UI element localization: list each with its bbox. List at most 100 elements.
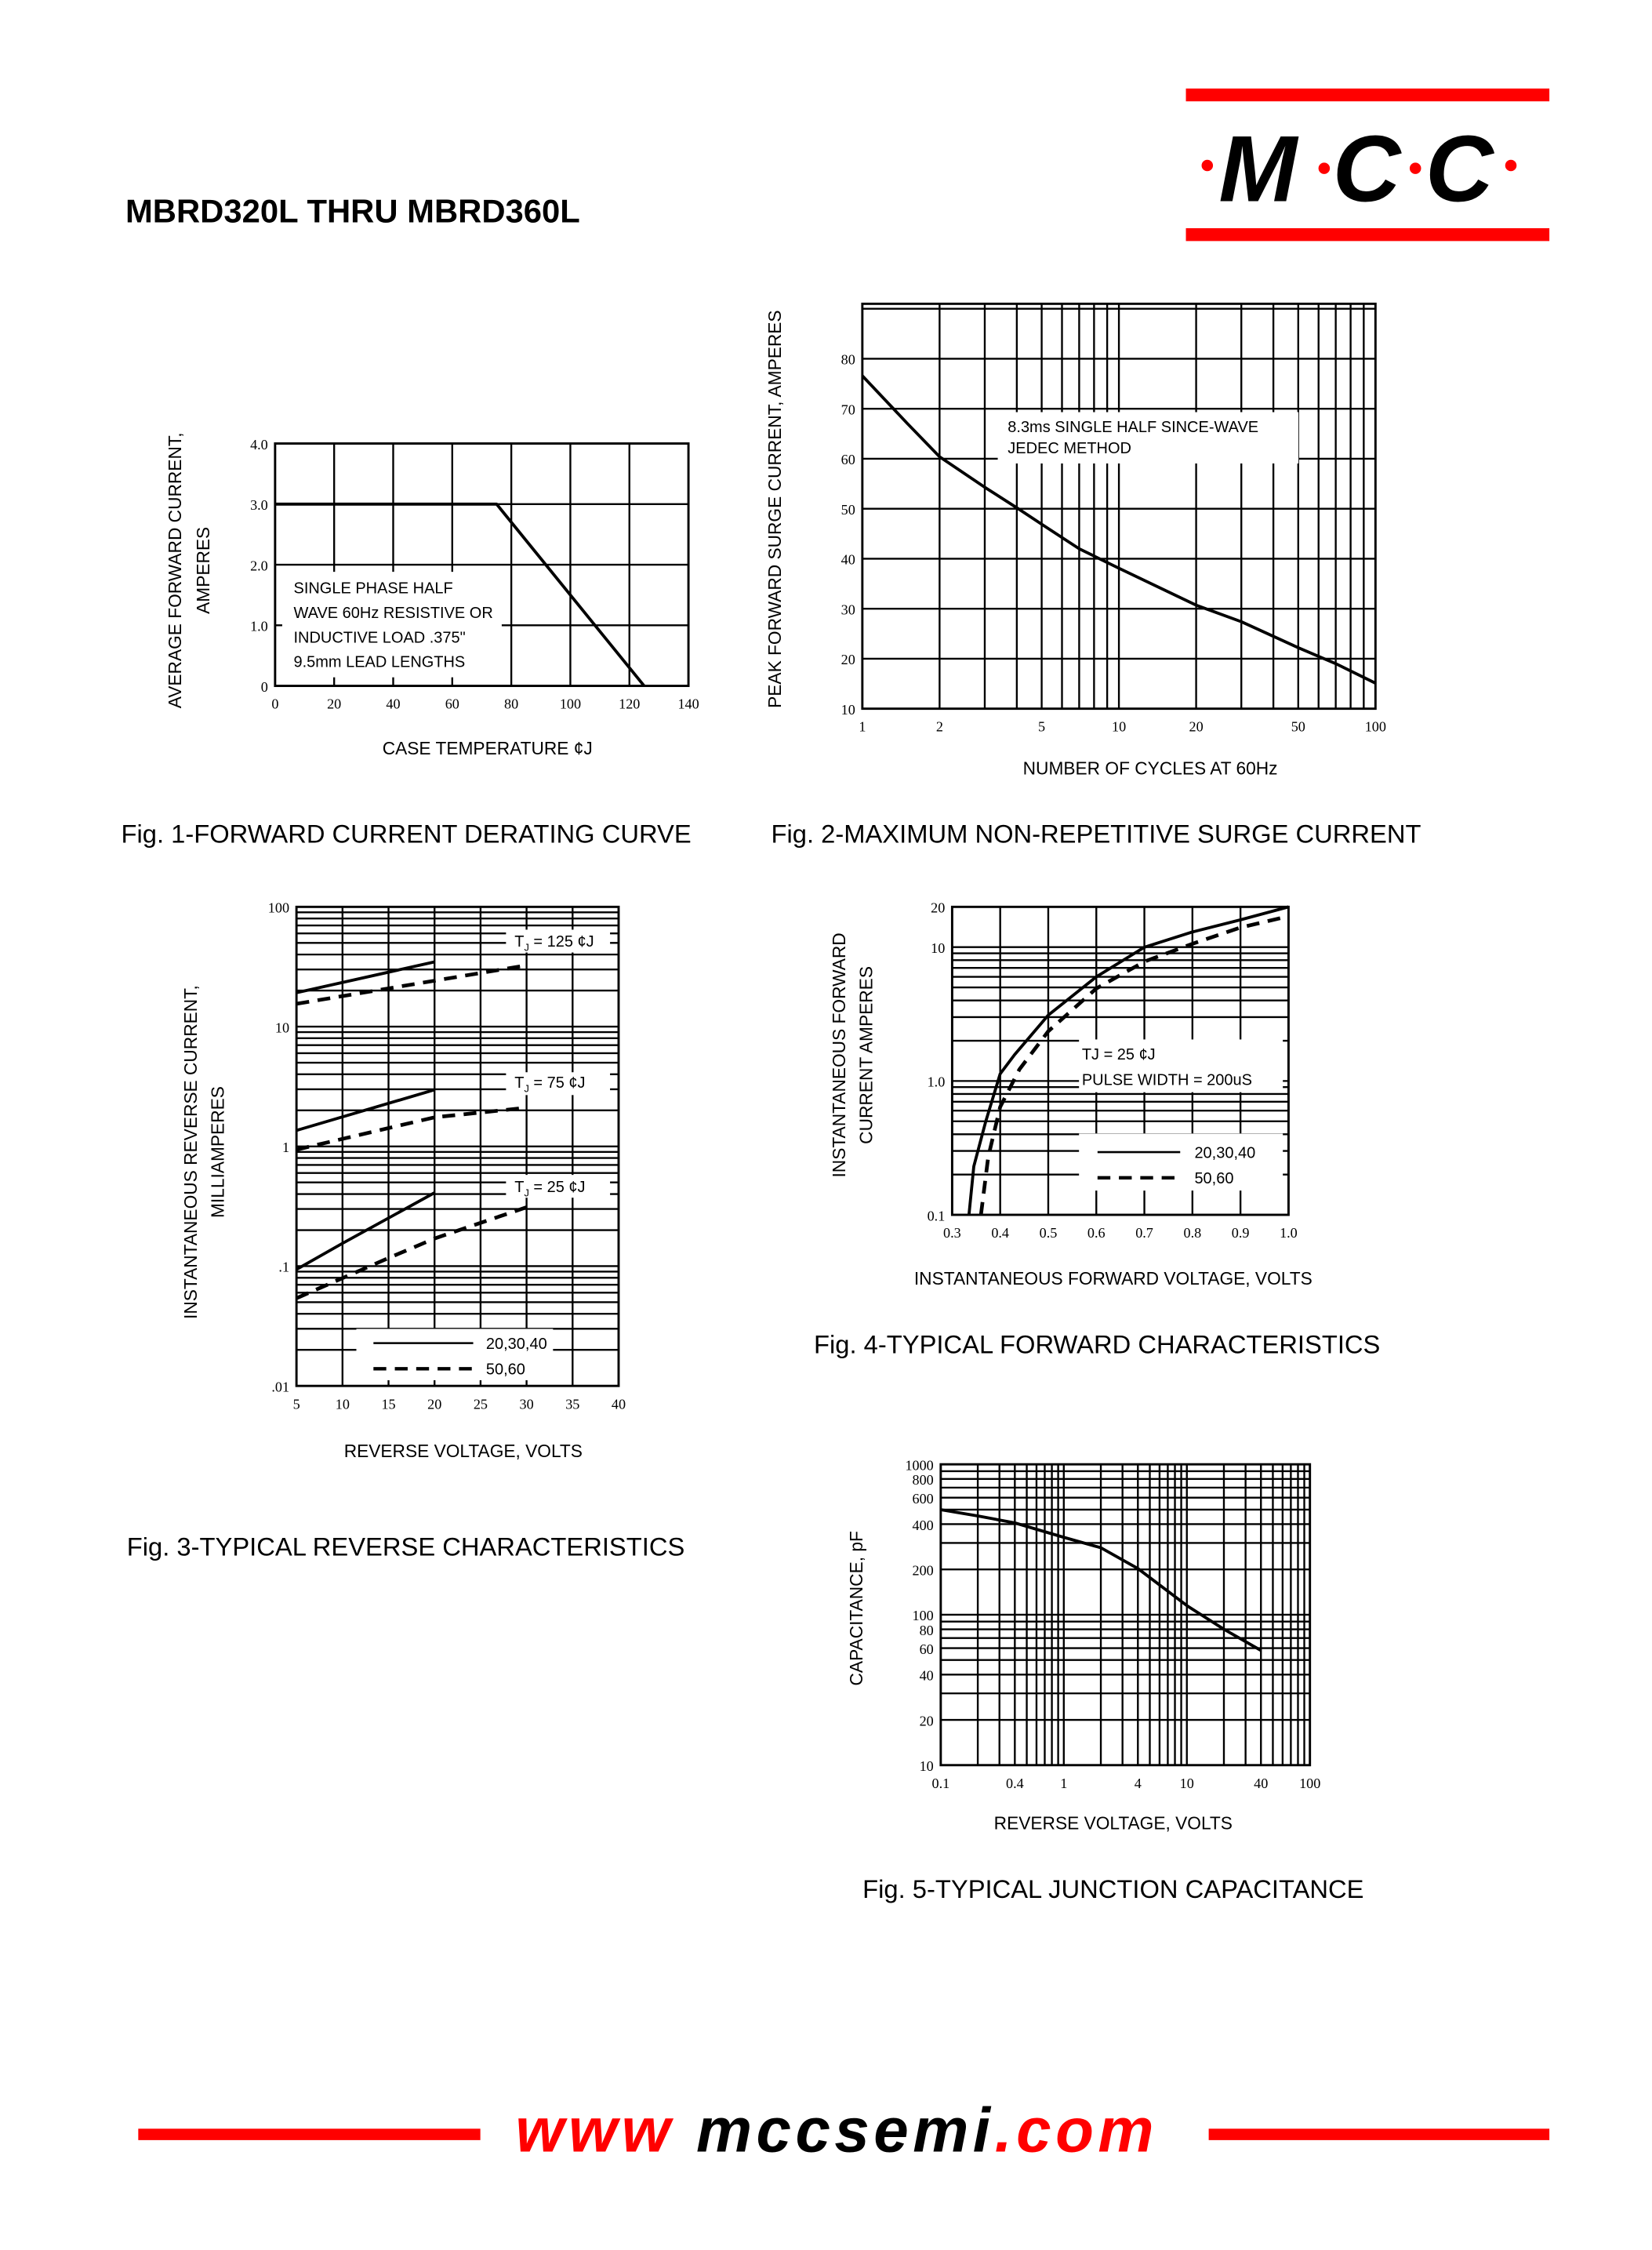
y-tick-label: 100 [268,900,289,916]
x-tick-label: 60 [445,696,459,712]
legend-box [356,1329,554,1380]
x-tick-label: 0.6 [1087,1225,1106,1241]
logo-bottom-bar [1185,228,1550,242]
y-axis-title: CURRENT AMPERES [856,966,877,1144]
x-tick-label: 35 [565,1396,579,1412]
logo-dot [1201,159,1214,172]
series-line-dashed [296,963,527,1006]
x-tick-label: 0.3 [943,1225,961,1241]
logo-letter-m: M [1218,116,1299,221]
figure-caption: Fig. 3-TYPICAL REVERSE CHARACTERISTICS [127,1532,684,1561]
x-tick-label: 100 [1299,1776,1320,1791]
x-tick-label: 120 [619,696,640,712]
annotation-text: WAVE 60Hz RESISTIVE OR [293,605,492,622]
series-line-solid [296,1191,436,1271]
x-tick-label: 80 [504,696,518,712]
legend-label: 50,60 [486,1361,525,1379]
x-tick-label: 20 [427,1396,441,1412]
gridlines [862,304,1376,709]
y-axis-title: CAPACITANCE, pF [846,1531,866,1685]
y-axis-title: AVERAGE FORWARD CURRENT, [165,432,185,708]
annotation-text: INDUCTIVE LOAD .375" [293,629,465,646]
annotation-box [997,412,1299,463]
x-axis-title: NUMBER OF CYCLES AT 60Hz [1023,758,1278,778]
series-line-solid [940,1508,1262,1652]
y-tick-label: 800 [913,1472,934,1488]
footer-website-link[interactable]: www mccsemi.com [515,2095,1158,2165]
y-tick-label: 3.0 [250,497,268,513]
mcc-logo: M C C [1185,88,1550,242]
y-tick-label: 30 [841,602,855,617]
y-tick-label: 40 [841,552,855,568]
series-line-solid [296,1088,435,1132]
x-tick-label: 40 [1254,1776,1268,1791]
logo-dot [1318,162,1331,174]
annotation-text: SINGLE PHASE HALF [293,580,452,597]
y-tick-label: .01 [271,1379,289,1394]
x-tick-label: 50 [1291,719,1305,735]
figure-caption: Fig. 2-MAXIMUM NON-REPETITIVE SURGE CURR… [772,820,1421,849]
logo-dot [1409,162,1421,174]
y-tick-label: 4.0 [250,437,268,453]
y-tick-label: 1.0 [250,619,268,634]
figure-caption: Fig. 5-TYPICAL JUNCTION CAPACITANCE [862,1874,1363,1903]
footer-right-bar [1208,2128,1550,2140]
footer-left-bar [138,2128,481,2140]
temperature-label-box [506,1072,611,1096]
temperature-label: TJ = 25 ¢J [514,1179,585,1198]
x-tick-label: 4 [1135,1776,1142,1791]
x-tick-label: 0.9 [1232,1225,1250,1241]
y-tick-label: 10 [931,940,945,956]
x-tick-label: 10 [1112,719,1126,735]
y-tick-label: 100 [913,1608,934,1623]
x-tick-label: 10 [1180,1776,1194,1791]
x-tick-label: 40 [386,696,400,712]
x-tick-label: 20 [1189,719,1204,735]
legend-label: 20,30,40 [1194,1144,1255,1161]
legend-label: 50,60 [1194,1170,1233,1187]
y-tick-label: .1 [278,1259,289,1275]
temp-value: = 25 ¢J [529,1179,586,1196]
y-tick-label: 0.1 [928,1208,946,1223]
temperature-label: TJ = 125 ¢J [514,933,594,953]
series-line-solid [967,905,1289,1216]
y-tick-label: 70 [841,402,855,417]
y-tick-label: 20 [841,652,855,667]
y-tick-label: 0 [261,679,268,695]
y-axis-title: INSTANTANEOUS REVERSE CURRENT, [180,985,201,1319]
temp-subscript: J [524,1083,528,1095]
figure-4: 0.3 0.4 0.5 0.6 0.7 0.8 0.9 1.0 0.1 1.0 10 20 TJ = 2… [814,900,1380,1359]
y-tick-label: 20 [920,1713,934,1728]
temp-value: = 125 ¢J [529,933,594,951]
temp-subscript: J [524,942,528,954]
x-axis-title: CASE TEMPERATURE ¢J [383,738,593,758]
y-tick-label: 80 [841,352,855,368]
y-axis-title: PEAK FORWARD SURGE CURRENT, AMPERES [764,310,785,707]
logo-dot [1505,159,1517,172]
x-tick-label: 30 [520,1396,534,1412]
x-tick-label: 10 [336,1396,350,1412]
footer-www: www [515,2095,696,2165]
y-tick-label: 40 [920,1668,934,1684]
y-tick-label: 10 [841,702,855,718]
footer: www mccsemi.com [138,2095,1550,2165]
footer-tld: .com [994,2095,1157,2165]
series-line-dashed [296,1106,527,1152]
gridlines [940,1464,1310,1765]
series-line-solid [296,960,435,994]
x-tick-label: 140 [677,696,699,712]
y-axis-title: MILLIAMPERES [207,1086,227,1218]
series-line-solid [274,502,646,687]
annotation-box [1079,1039,1283,1092]
y-tick-label: 50 [841,502,855,518]
x-tick-label: 0.4 [991,1225,1009,1241]
annotation-text: TJ = 25 ¢J [1082,1046,1156,1063]
temp-symbol: T [514,1179,524,1196]
x-tick-label: 1 [1060,1776,1067,1791]
temperature-label-box [506,929,611,953]
annotation-text: 8.3ms SINGLE HALF SINCE-WAVE [1008,419,1258,436]
y-tick-label: 80 [920,1623,934,1638]
x-tick-label: 1.0 [1280,1225,1298,1241]
